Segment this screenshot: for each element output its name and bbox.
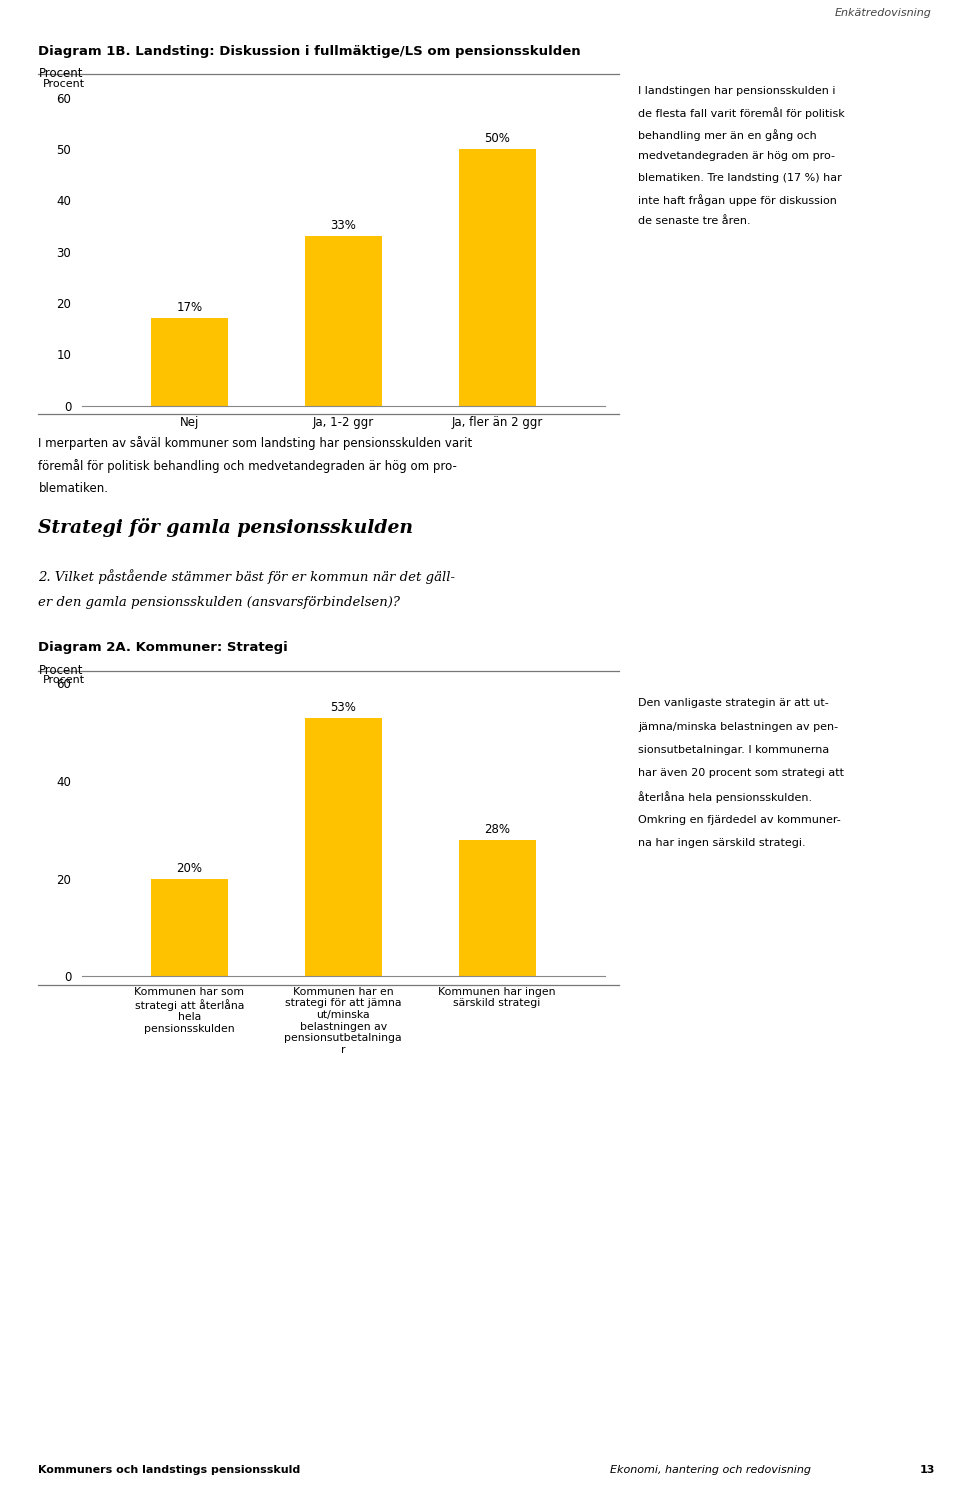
Text: har även 20 procent som strategi att: har även 20 procent som strategi att xyxy=(638,768,845,778)
Text: Procent: Procent xyxy=(43,78,85,89)
Text: er den gamla pensionsskulden (ansvarsförbindelsen)?: er den gamla pensionsskulden (ansvarsför… xyxy=(38,596,400,610)
Text: I landstingen har pensionsskulden i: I landstingen har pensionsskulden i xyxy=(638,86,836,96)
Text: Diagram 1B. Landsting: Diskussion i fullmäktige/LS om pensionsskulden: Diagram 1B. Landsting: Diskussion i full… xyxy=(38,45,581,59)
Text: na har ingen särskild strategi.: na har ingen särskild strategi. xyxy=(638,838,806,849)
Text: återlåna hela pensionsskulden.: återlåna hela pensionsskulden. xyxy=(638,792,812,804)
Text: sionsutbetalningar. I kommunerna: sionsutbetalningar. I kommunerna xyxy=(638,745,829,756)
Text: Den vanligaste strategin är att ut-: Den vanligaste strategin är att ut- xyxy=(638,698,829,709)
Text: 20%: 20% xyxy=(177,862,203,874)
Text: 50%: 50% xyxy=(484,132,510,144)
Text: Procent: Procent xyxy=(38,664,83,677)
Text: medvetandegraden är hög om pro-: medvetandegraden är hög om pro- xyxy=(638,150,835,161)
Text: jämna/minska belastningen av pen-: jämna/minska belastningen av pen- xyxy=(638,721,838,731)
Bar xyxy=(304,718,382,976)
Text: blematiken.: blematiken. xyxy=(38,482,108,496)
Text: Diagram 2A. Kommuner: Strategi: Diagram 2A. Kommuner: Strategi xyxy=(38,641,288,655)
Text: 17%: 17% xyxy=(177,302,203,314)
Text: inte haft frågan uppe för diskussion: inte haft frågan uppe för diskussion xyxy=(638,194,837,206)
Text: 28%: 28% xyxy=(484,823,510,835)
Text: Strategi för gamla pensionsskulden: Strategi för gamla pensionsskulden xyxy=(38,518,414,538)
Text: Procent: Procent xyxy=(43,676,85,685)
Text: 33%: 33% xyxy=(330,219,356,233)
Text: Procent: Procent xyxy=(38,66,83,80)
Text: blematiken. Tre landsting (17 %) har: blematiken. Tre landsting (17 %) har xyxy=(638,173,842,183)
Text: I merparten av såväl kommuner som landsting har pensionsskulden varit: I merparten av såväl kommuner som landst… xyxy=(38,436,472,449)
Text: de senaste tre åren.: de senaste tre åren. xyxy=(638,216,751,227)
Bar xyxy=(459,149,536,406)
Text: 53%: 53% xyxy=(330,700,356,713)
Text: 13: 13 xyxy=(920,1464,935,1475)
Bar xyxy=(151,879,228,976)
Text: Ekonomi, hantering och redovisning: Ekonomi, hantering och redovisning xyxy=(610,1464,810,1475)
Bar xyxy=(459,840,536,976)
Text: Omkring en fjärdedel av kommuner-: Omkring en fjärdedel av kommuner- xyxy=(638,814,841,825)
Text: Kommuners och landstings pensionsskuld: Kommuners och landstings pensionsskuld xyxy=(38,1464,300,1475)
Text: Enkätredovisning: Enkätredovisning xyxy=(834,8,931,18)
Text: behandling mer än en gång och: behandling mer än en gång och xyxy=(638,129,817,141)
Text: de flesta fall varit föremål för politisk: de flesta fall varit föremål för politis… xyxy=(638,108,845,119)
Text: föremål för politisk behandling och medvetandegraden är hög om pro-: föremål för politisk behandling och medv… xyxy=(38,460,457,473)
Bar xyxy=(151,318,228,406)
Text: 2. Vilket påstående stämmer bäst för er kommun när det gäll-: 2. Vilket påstående stämmer bäst för er … xyxy=(38,569,455,584)
Bar xyxy=(304,236,382,406)
